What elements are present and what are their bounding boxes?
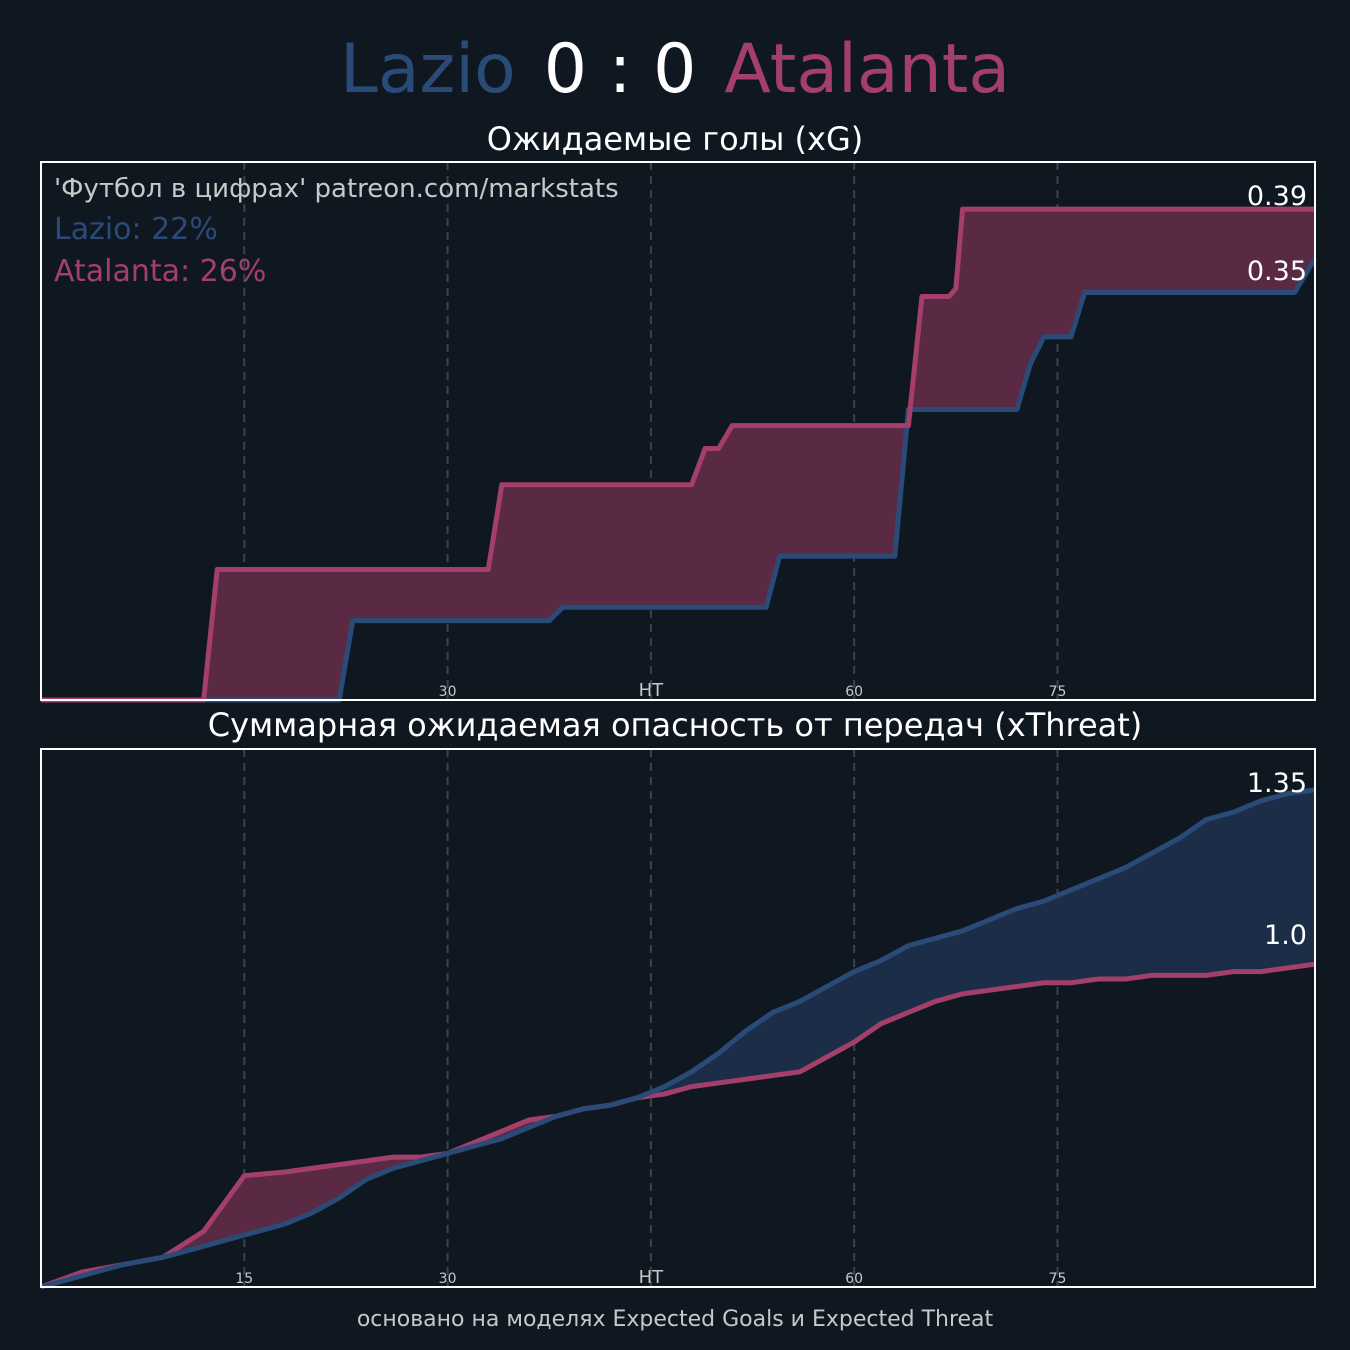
x-tick-label: HT — [639, 680, 665, 701]
xthreat-chart-title: Суммарная ожидаемая опасность от передач… — [207, 706, 1143, 744]
difference-area — [910, 209, 1315, 410]
end-value-label: 1.35 — [1247, 768, 1307, 799]
difference-area — [556, 789, 1315, 1117]
match-header: Lazio 0 : 0 Atalanta — [0, 22, 1350, 118]
x-tick-label: HT — [639, 1267, 665, 1288]
x-tick-label: 30 — [439, 684, 457, 700]
series-line-atalanta — [40, 961, 1316, 1290]
difference-area — [41, 425, 907, 700]
xthreat-chart: 15 30 HT 60 75 1.35 1.0 — [40, 748, 1316, 1290]
legend-home: Lazio: 22% — [54, 212, 218, 247]
x-tick-label: 75 — [1049, 1271, 1067, 1287]
series-line-lazio — [40, 787, 1316, 1290]
legend-credit: 'Футбол в цифрах' patreon.com/markstats — [54, 174, 619, 204]
end-value-label: 0.39 — [1247, 181, 1307, 212]
plot-frame — [40, 748, 1316, 1288]
x-tick-label: 15 — [235, 1271, 253, 1287]
away-team-name: Atalanta — [724, 30, 1011, 109]
xg-chart: 1530HT60750.390.35'Футбол в цифрах' patr… — [40, 161, 1318, 703]
x-tick-label: 30 — [439, 1271, 457, 1287]
end-value-label: 1.0 — [1264, 920, 1307, 951]
x-tick-label: 75 — [1049, 684, 1067, 700]
difference-area — [163, 1153, 447, 1258]
x-tick-label: 60 — [845, 684, 863, 700]
series-line-atalanta — [41, 206, 1315, 703]
home-team-name: Lazio — [339, 30, 516, 109]
end-value-label: 0.35 — [1247, 256, 1307, 287]
match-score: 0 : 0 — [543, 30, 697, 109]
plot-frame — [40, 161, 1316, 701]
legend-away: Atalanta: 26% — [54, 254, 266, 289]
footer-note: основано на моделях Expected Goals и Exp… — [356, 1307, 994, 1332]
x-tick-label: 60 — [845, 1271, 863, 1287]
xg-chart-title: Ожидаемые голы (xG) — [486, 120, 864, 158]
